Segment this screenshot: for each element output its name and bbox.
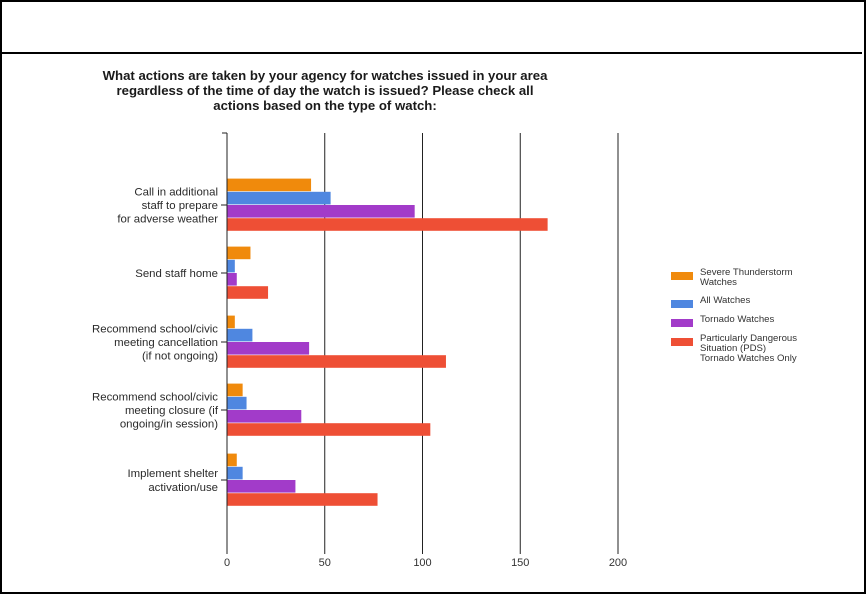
bar-4-0 xyxy=(227,453,237,467)
bar-3-1 xyxy=(227,396,247,410)
bar-1-1 xyxy=(227,259,235,273)
legend-label: Tornado Watches xyxy=(700,314,775,325)
legend-swatch xyxy=(671,319,693,327)
category-label: Recommend school/civic meeting cancellati… xyxy=(92,323,218,362)
bar-1-2 xyxy=(227,273,237,286)
header-band xyxy=(0,0,862,54)
chart-title: What actions are taken by your agency fo… xyxy=(102,68,548,113)
category-label: Recommend school/civic meeting closure (i… xyxy=(92,391,219,430)
axes: 0 50 100 150 200 xyxy=(221,132,627,569)
x-tick-label: 50 xyxy=(319,557,331,569)
legend: Severe Thunderstorm Watches All Watches Tor… xyxy=(671,267,797,364)
category-label: Call in additional staff to prepare for ad… xyxy=(117,186,218,225)
bar-2-1 xyxy=(227,328,253,342)
bar-3-0 xyxy=(227,383,243,397)
legend-label: Particularly Dangerous Situation (PDS) Tor… xyxy=(700,333,797,364)
bar-2-0 xyxy=(227,315,235,329)
legend-swatch xyxy=(671,272,693,280)
bar-2-3 xyxy=(227,355,446,368)
bar-3-2 xyxy=(227,410,302,423)
legend-swatch xyxy=(671,300,693,308)
bars xyxy=(227,178,548,506)
bar-0-1 xyxy=(227,191,331,205)
grid-lines xyxy=(324,133,619,549)
x-tick-label: 200 xyxy=(609,557,627,569)
category-labels: Call in additional staff to prepare for ad… xyxy=(92,186,219,493)
bar-3-3 xyxy=(227,423,431,436)
category-label: Send staff home xyxy=(135,268,218,280)
bar-1-3 xyxy=(227,286,269,299)
x-tick-label: 100 xyxy=(413,557,431,569)
bar-4-3 xyxy=(227,493,378,506)
bar-4-1 xyxy=(227,466,243,480)
x-tick-label: 150 xyxy=(511,557,529,569)
legend-swatch xyxy=(671,338,693,346)
bar-1-0 xyxy=(227,246,251,260)
bar-0-0 xyxy=(227,178,312,192)
bar-0-3 xyxy=(227,218,548,231)
legend-label: Severe Thunderstorm Watches xyxy=(700,267,793,288)
bar-4-2 xyxy=(227,480,296,493)
bar-0-2 xyxy=(227,205,415,218)
x-tick-label: 0 xyxy=(224,557,230,569)
category-label: Implement shelter activation/use xyxy=(127,468,218,494)
legend-label: All Watches xyxy=(700,295,750,306)
bar-2-2 xyxy=(227,342,310,355)
